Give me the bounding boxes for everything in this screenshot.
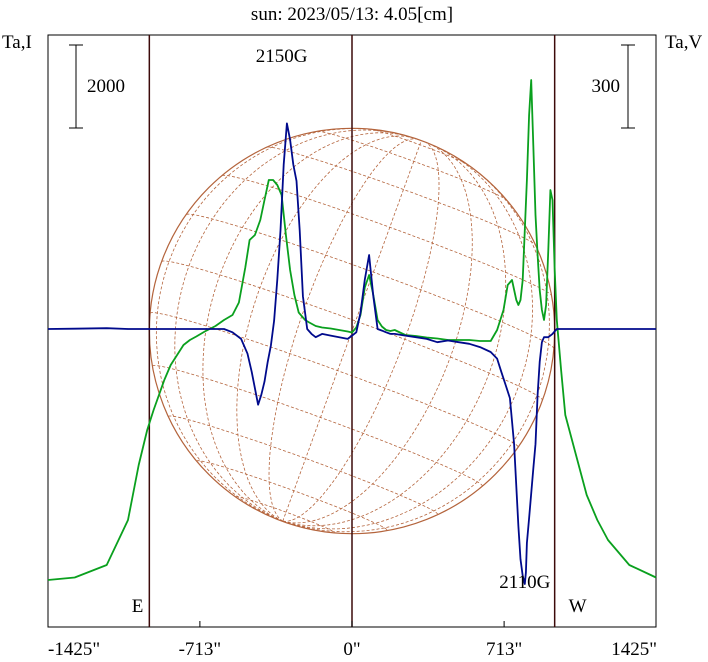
disk-longitude-line bbox=[282, 142, 440, 522]
disk-longitude-line bbox=[282, 158, 550, 533]
series-line-I bbox=[47, 79, 657, 581]
disk-latitude-line bbox=[370, 128, 468, 165]
disk-latitude-line bbox=[317, 130, 508, 201]
annotations: 2150G 2110G bbox=[256, 46, 551, 593]
limb-label: W bbox=[569, 596, 587, 617]
x-tick-label: -1425" bbox=[48, 639, 100, 660]
peak-annotation: 2150G bbox=[256, 46, 308, 67]
right-scale-bar bbox=[621, 44, 635, 129]
x-tick-label: 0" bbox=[343, 639, 360, 660]
disk-longitude-line bbox=[174, 129, 404, 522]
left-axis-label: Ta,I bbox=[2, 32, 32, 53]
left-scale-label: 2000 bbox=[87, 76, 125, 97]
x-axis-ticks: -1425" -713" 0" 713" 1425" bbox=[47, 621, 657, 660]
disk-longitude-line bbox=[236, 135, 412, 522]
right-scale-label: 300 bbox=[592, 76, 621, 97]
disk-latitude-line bbox=[168, 415, 439, 515]
x-tick-label: 713" bbox=[486, 639, 522, 660]
disk-longitude-line bbox=[155, 128, 382, 522]
disk-longitude-line bbox=[282, 140, 422, 522]
series-line-V bbox=[47, 122, 656, 585]
limb-label: E bbox=[132, 596, 144, 617]
disk-longitude-line bbox=[282, 144, 473, 524]
chart-title: sun: 2023/05/13: 4.05[cm] bbox=[251, 4, 453, 25]
peak-annotation: 2110G bbox=[499, 572, 550, 593]
series-group bbox=[47, 79, 657, 585]
left-scale-bar bbox=[69, 44, 83, 129]
disk-longitude-line bbox=[282, 145, 507, 527]
solar-disk-grid bbox=[148, 127, 556, 535]
right-axis-label: Ta,V bbox=[665, 32, 702, 53]
disk-longitude-line bbox=[282, 147, 533, 530]
x-tick-label: -713" bbox=[179, 639, 222, 660]
x-tick-label: 1425" bbox=[611, 639, 657, 660]
disk-longitude-line bbox=[202, 132, 408, 522]
disk-longitude-line bbox=[268, 138, 417, 522]
